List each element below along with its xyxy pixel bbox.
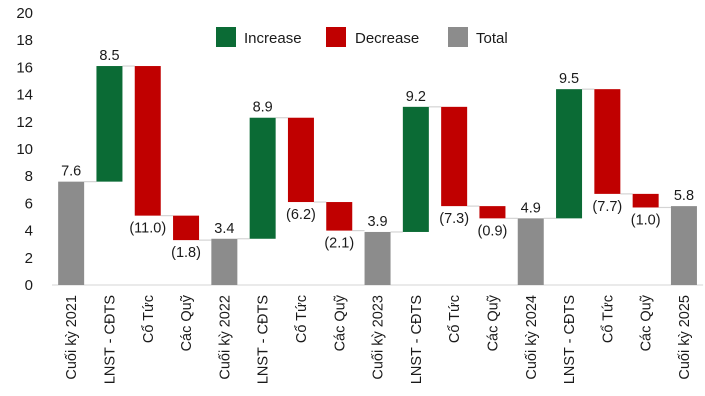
category-label: Cuối kỳ 2024 xyxy=(524,295,540,380)
legend-swatch-decrease xyxy=(326,27,346,47)
total-bar xyxy=(58,181,85,285)
data-label: 9.2 xyxy=(406,89,426,105)
decrease-bar xyxy=(441,106,468,207)
y-tick-label: 10 xyxy=(16,141,33,158)
y-tick-label: 2 xyxy=(25,250,33,267)
category-label: Các Quỹ xyxy=(485,294,501,351)
data-label: (2.1) xyxy=(324,236,354,252)
category-label: Cuối kỳ 2023 xyxy=(371,295,387,380)
data-label: 8.5 xyxy=(99,48,119,64)
data-label: 7.6 xyxy=(61,164,81,180)
category-label: Cuối kỳ 2021 xyxy=(64,295,80,380)
category-label: Cuối kỳ 2022 xyxy=(217,295,233,380)
total-bar xyxy=(364,231,391,285)
legend-label-total: Total xyxy=(476,30,508,47)
decrease-bar xyxy=(326,202,353,231)
data-label: (0.9) xyxy=(478,223,508,239)
y-tick-label: 18 xyxy=(16,32,33,49)
increase-bar xyxy=(402,106,429,232)
bars xyxy=(58,66,697,285)
total-bar xyxy=(211,238,238,285)
category-label: LNST - CĐTS xyxy=(562,295,578,384)
total-bar xyxy=(517,218,544,285)
data-label: (7.3) xyxy=(439,211,469,227)
data-label: 5.8 xyxy=(674,188,694,204)
category-label: LNST - CĐTS xyxy=(102,295,118,384)
y-tick-label: 0 xyxy=(25,277,33,294)
data-label: 3.4 xyxy=(214,221,234,237)
y-tick-label: 16 xyxy=(16,59,33,76)
data-label: (11.0) xyxy=(129,221,166,237)
y-tick-label: 14 xyxy=(16,87,33,104)
category-label: LNST - CĐTS xyxy=(409,295,425,384)
decrease-bar xyxy=(173,215,200,241)
y-tick-label: 20 xyxy=(16,5,33,22)
category-label: Các Quỹ xyxy=(179,294,195,351)
data-label: 9.5 xyxy=(559,71,579,87)
increase-bar xyxy=(249,117,276,239)
category-label: Cổ Tức xyxy=(600,295,616,343)
y-tick-label: 4 xyxy=(25,223,33,240)
increase-bar xyxy=(556,89,583,219)
legend-label-increase: Increase xyxy=(244,30,302,47)
decrease-bar xyxy=(287,117,314,203)
data-label: (7.7) xyxy=(592,199,622,215)
legend-swatch-increase xyxy=(216,27,236,47)
y-axis: 0 2 4 6 8 10 12 14 16 18 20 xyxy=(16,5,33,294)
category-label: Các Quỹ xyxy=(639,294,655,351)
category-label: Cuối kỳ 2025 xyxy=(677,295,693,380)
data-label: 4.9 xyxy=(521,200,541,216)
data-label: 3.9 xyxy=(367,214,387,230)
data-label: 8.9 xyxy=(253,100,273,116)
data-label: (1.8) xyxy=(171,245,201,261)
decrease-bar xyxy=(479,206,506,219)
y-tick-label: 6 xyxy=(25,195,33,212)
data-label: (1.0) xyxy=(631,212,661,228)
category-label: Cổ Tức xyxy=(447,295,463,343)
increase-bar xyxy=(96,66,123,182)
decrease-bar xyxy=(594,89,621,194)
decrease-bar xyxy=(632,193,659,208)
y-tick-label: 8 xyxy=(25,168,33,185)
decrease-bar xyxy=(134,66,161,216)
category-label: Các Quỹ xyxy=(332,294,348,351)
y-tick-label: 12 xyxy=(16,114,33,131)
legend-swatch-total xyxy=(448,27,468,47)
legend: Increase Decrease Total xyxy=(216,27,508,47)
total-bar xyxy=(670,206,697,285)
category-label: Cổ Tức xyxy=(141,295,157,343)
category-labels: Cuối kỳ 2021 LNST - CĐTS Cổ Tức Các Quỹ Cuối… xyxy=(64,294,693,384)
legend-label-decrease: Decrease xyxy=(355,30,419,47)
data-labels: 7.6 8.5 (11.0) (1.8) 3.4 8.9 (6.2) (2.1) 3.9 9.2 (… xyxy=(61,48,694,261)
category-label: LNST - CĐTS xyxy=(256,295,272,384)
data-label: (6.2) xyxy=(286,207,316,223)
category-label: Cổ Tức xyxy=(294,295,310,343)
